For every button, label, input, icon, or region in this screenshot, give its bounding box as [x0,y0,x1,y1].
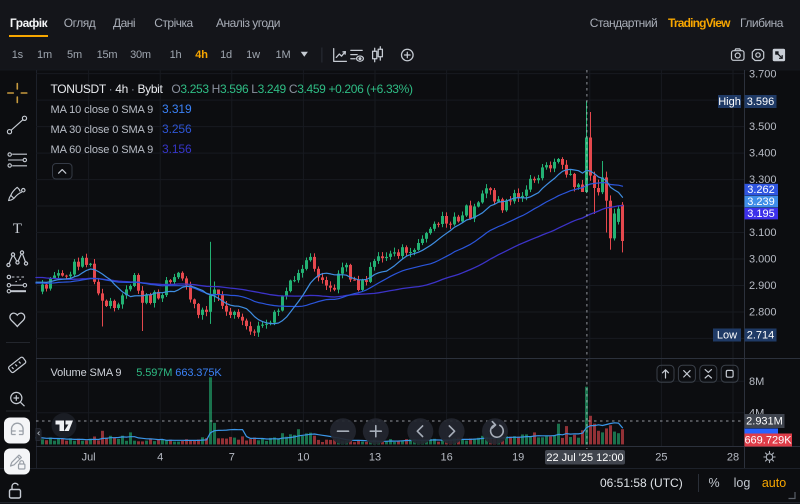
svg-text:3.100: 3.100 [749,227,777,239]
svg-text:3.239: 3.239 [747,196,775,208]
svg-text:28: 28 [727,452,739,464]
svg-text:3.262: 3.262 [747,184,775,196]
svg-text:4: 4 [157,452,163,464]
svg-text:10: 10 [297,452,309,464]
svg-text:16: 16 [440,452,452,464]
svg-text:High: High [718,96,741,108]
svg-text:7: 7 [229,452,235,464]
svg-text:3.195: 3.195 [747,208,775,220]
svg-text:T: T [13,221,22,237]
svg-text:2.931M: 2.931M [746,416,783,428]
svg-text:3.300: 3.300 [749,174,777,186]
svg-text:3.500: 3.500 [749,121,777,133]
svg-text:22 Jul '25 12:00: 22 Jul '25 12:00 [546,452,623,464]
svg-text:13: 13 [369,452,381,464]
svg-text:3.000: 3.000 [749,254,777,266]
svg-text:3.700: 3.700 [749,68,777,80]
svg-text:2.714: 2.714 [747,329,775,341]
svg-text:19: 19 [512,452,524,464]
svg-text:Jul: Jul [82,452,96,464]
svg-text:Low: Low [717,329,737,341]
svg-text:669.729K: 669.729K [744,434,792,446]
svg-text:3.400: 3.400 [749,148,777,160]
svg-text:2.800: 2.800 [749,307,777,319]
svg-text:2.900: 2.900 [749,280,777,292]
svg-text:25: 25 [655,452,667,464]
svg-text:3.596: 3.596 [747,96,775,108]
svg-text:8M: 8M [749,376,764,388]
